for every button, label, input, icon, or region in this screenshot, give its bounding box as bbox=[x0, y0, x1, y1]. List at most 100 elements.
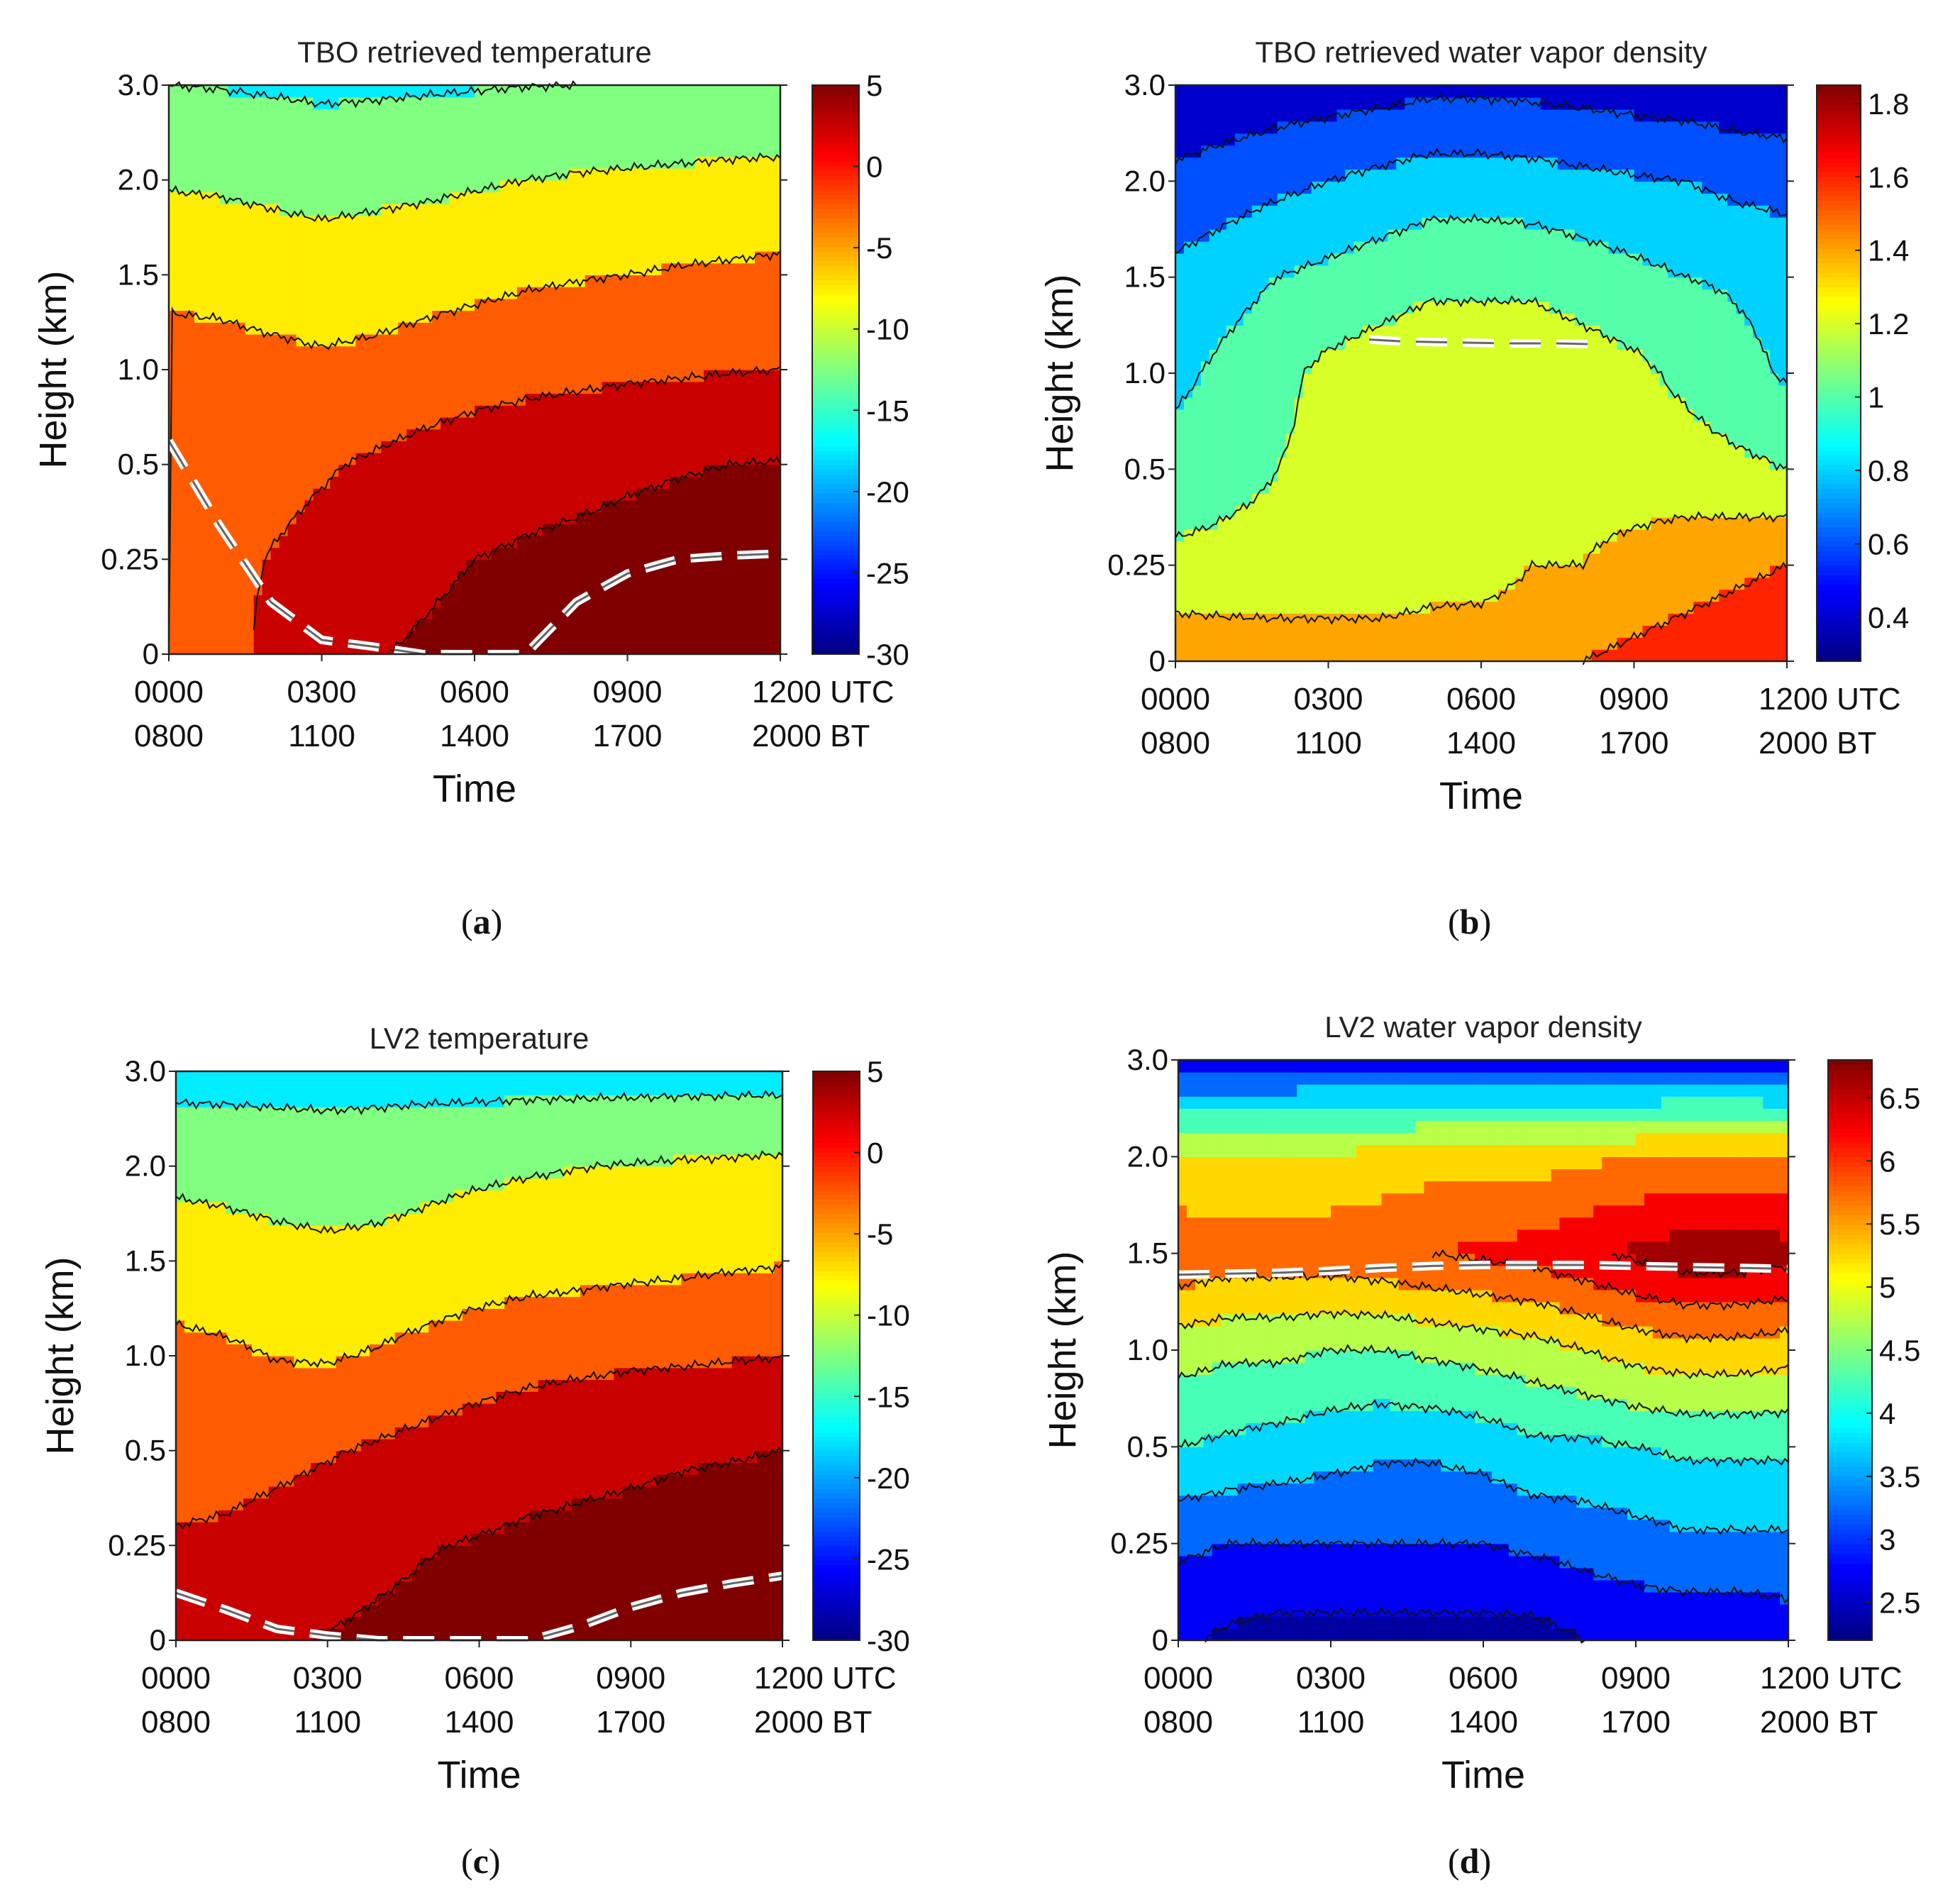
heatmap-cell bbox=[670, 370, 680, 382]
heatmap-cell bbox=[1285, 517, 1295, 530]
heatmap-cell bbox=[619, 582, 629, 596]
heatmap-cell bbox=[330, 559, 340, 572]
heatmap-cell bbox=[253, 132, 263, 145]
heatmap-cell bbox=[533, 595, 543, 607]
heatmap-cell bbox=[347, 179, 357, 193]
heatmap-cell bbox=[270, 393, 280, 406]
heatmap-cell bbox=[449, 298, 458, 311]
heatmap-cell bbox=[441, 499, 450, 513]
heatmap-cell bbox=[423, 262, 433, 276]
heatmap-cell bbox=[1379, 409, 1388, 422]
heatmap-cell bbox=[704, 215, 713, 228]
heatmap-cell bbox=[491, 370, 501, 382]
heatmap-cell bbox=[1336, 313, 1346, 326]
heatmap-cell bbox=[381, 204, 390, 216]
heatmap-cell bbox=[516, 582, 526, 596]
heatmap-cell bbox=[270, 156, 280, 169]
heatmap-cell bbox=[1226, 469, 1236, 482]
heatmap-cell bbox=[458, 333, 467, 347]
heatmap-cell bbox=[499, 370, 509, 382]
heatmap-cell bbox=[1175, 301, 1185, 314]
heatmap-cell bbox=[296, 547, 306, 560]
heatmap-cell bbox=[610, 452, 620, 465]
heatmap-cell bbox=[219, 618, 229, 631]
heatmap-cell bbox=[313, 239, 323, 252]
heatmap-cell bbox=[755, 167, 764, 181]
heatmap-cell bbox=[704, 204, 713, 216]
heatmap-cell bbox=[236, 346, 246, 358]
heatmap-cell bbox=[619, 333, 629, 347]
heatmap-cell bbox=[304, 204, 314, 216]
heatmap-cell bbox=[1311, 493, 1321, 506]
heatmap-cell bbox=[508, 381, 518, 394]
heatmap-cell bbox=[270, 298, 280, 311]
heatmap-cell bbox=[355, 524, 365, 536]
heatmap-cell bbox=[347, 607, 357, 619]
heatmap-cell bbox=[1260, 469, 1270, 482]
heatmap-cell bbox=[270, 250, 280, 264]
heatmap-field bbox=[1175, 85, 1788, 662]
heatmap-cell bbox=[219, 512, 229, 524]
heatmap-cell bbox=[236, 204, 246, 216]
heatmap-cell bbox=[279, 156, 289, 169]
heatmap-cell bbox=[1285, 241, 1295, 254]
heatmap-cell bbox=[228, 499, 238, 513]
heatmap-cell bbox=[482, 535, 492, 548]
heatmap-cell bbox=[695, 192, 704, 204]
heatmap-cell bbox=[1268, 349, 1278, 362]
heatmap-cell bbox=[1268, 313, 1278, 326]
heatmap-cell bbox=[525, 499, 535, 513]
heatmap-cell bbox=[330, 250, 340, 264]
heatmap-cell bbox=[567, 358, 577, 370]
heatmap-cell bbox=[449, 227, 458, 240]
heatmap-cell bbox=[1396, 325, 1405, 338]
heatmap-cell bbox=[262, 488, 272, 501]
heatmap-cell bbox=[270, 582, 280, 596]
heatmap-cell bbox=[228, 156, 238, 169]
heatmap-cell bbox=[661, 499, 671, 513]
heatmap-cell bbox=[763, 595, 773, 607]
heatmap-cell bbox=[279, 96, 289, 110]
heatmap-cell bbox=[670, 85, 680, 98]
colorbar-step bbox=[812, 540, 859, 546]
heatmap-cell bbox=[458, 429, 467, 441]
heatmap-cell bbox=[389, 121, 399, 133]
heatmap-cell bbox=[1217, 157, 1227, 170]
heatmap-cell bbox=[245, 346, 255, 358]
heatmap-cell bbox=[576, 85, 586, 98]
heatmap-cell bbox=[1200, 85, 1210, 98]
heatmap-cell bbox=[1353, 565, 1363, 578]
heatmap-cell bbox=[550, 464, 560, 477]
heatmap-cell bbox=[1311, 637, 1321, 650]
heatmap-cell bbox=[704, 630, 713, 643]
heatmap-cell bbox=[372, 381, 382, 394]
heatmap-cell bbox=[466, 215, 475, 228]
heatmap-cell bbox=[516, 452, 526, 465]
heatmap-cell bbox=[1209, 121, 1219, 134]
heatmap-cell bbox=[169, 262, 178, 276]
heatmap-cell bbox=[1209, 637, 1219, 650]
heatmap-cell bbox=[194, 630, 204, 643]
heatmap-cell bbox=[169, 322, 178, 335]
heatmap-cell bbox=[610, 322, 620, 335]
heatmap-cell bbox=[491, 582, 501, 596]
heatmap-cell bbox=[287, 227, 297, 240]
heatmap-cell bbox=[432, 109, 441, 121]
heatmap-cell bbox=[627, 582, 637, 596]
heatmap-cell bbox=[185, 132, 195, 145]
heatmap-cell bbox=[738, 298, 747, 311]
heatmap-cell bbox=[729, 358, 738, 370]
heatmap-cell bbox=[270, 429, 280, 441]
heatmap-cell bbox=[1226, 505, 1236, 518]
heatmap-cell bbox=[653, 109, 663, 121]
heatmap-cell bbox=[670, 167, 680, 181]
heatmap-cell bbox=[738, 85, 747, 98]
heatmap-cell bbox=[550, 429, 560, 441]
heatmap-cell bbox=[1388, 649, 1397, 662]
heatmap-cell bbox=[441, 287, 450, 299]
heatmap-cell bbox=[746, 109, 755, 121]
heatmap-cell bbox=[347, 464, 357, 477]
heatmap-cell bbox=[678, 109, 687, 121]
heatmap-cell bbox=[1268, 397, 1278, 410]
heatmap-cell bbox=[432, 121, 441, 133]
